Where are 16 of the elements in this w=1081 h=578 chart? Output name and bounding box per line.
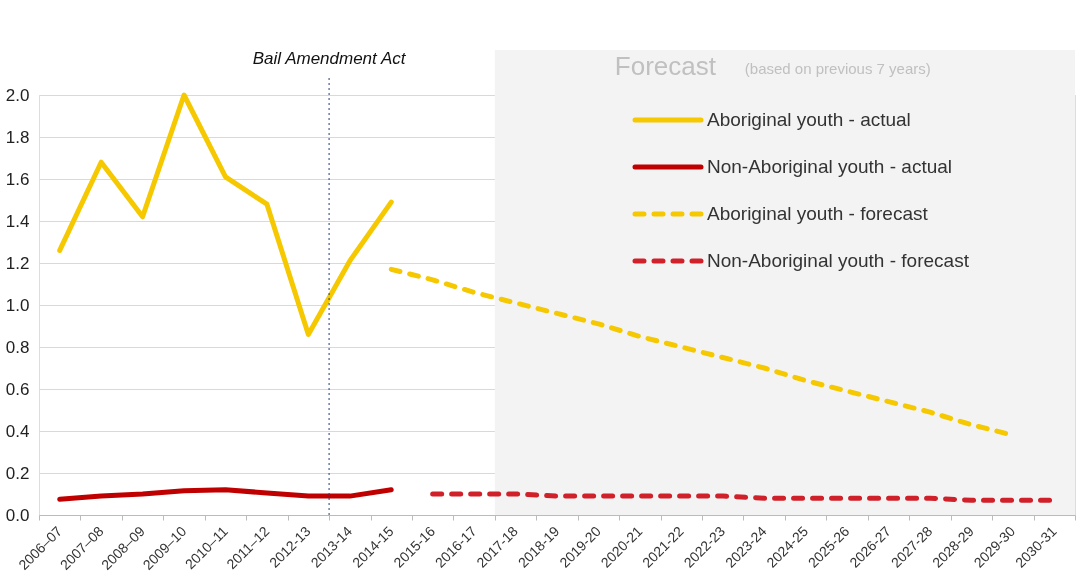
y-tick-label: 1.4 — [5, 211, 30, 231]
y-tick-label: 2.0 — [5, 85, 30, 105]
y-tick-label: 0.2 — [5, 463, 30, 483]
ref-line-label: Bail Amendment Act — [252, 49, 407, 68]
legend-label: Non-Aboriginal youth - actual — [707, 156, 953, 177]
y-tick-label: 1.6 — [5, 169, 30, 189]
y-tick-label: 0.6 — [5, 379, 30, 399]
y-tick-label: 1.8 — [5, 127, 30, 147]
legend-label: Aboriginal youth - forecast — [707, 203, 929, 224]
y-tick-label: 0.8 — [5, 337, 30, 357]
y-tick-label: 0.0 — [5, 505, 30, 525]
y-tick-label: 1.2 — [5, 253, 30, 273]
legend-label: Non-Aboriginal youth - forecast — [707, 250, 970, 271]
y-tick-label: 0.4 — [5, 421, 30, 441]
y-tick-label: 1.0 — [5, 295, 30, 315]
legend-label: Aboriginal youth - actual — [707, 109, 911, 130]
